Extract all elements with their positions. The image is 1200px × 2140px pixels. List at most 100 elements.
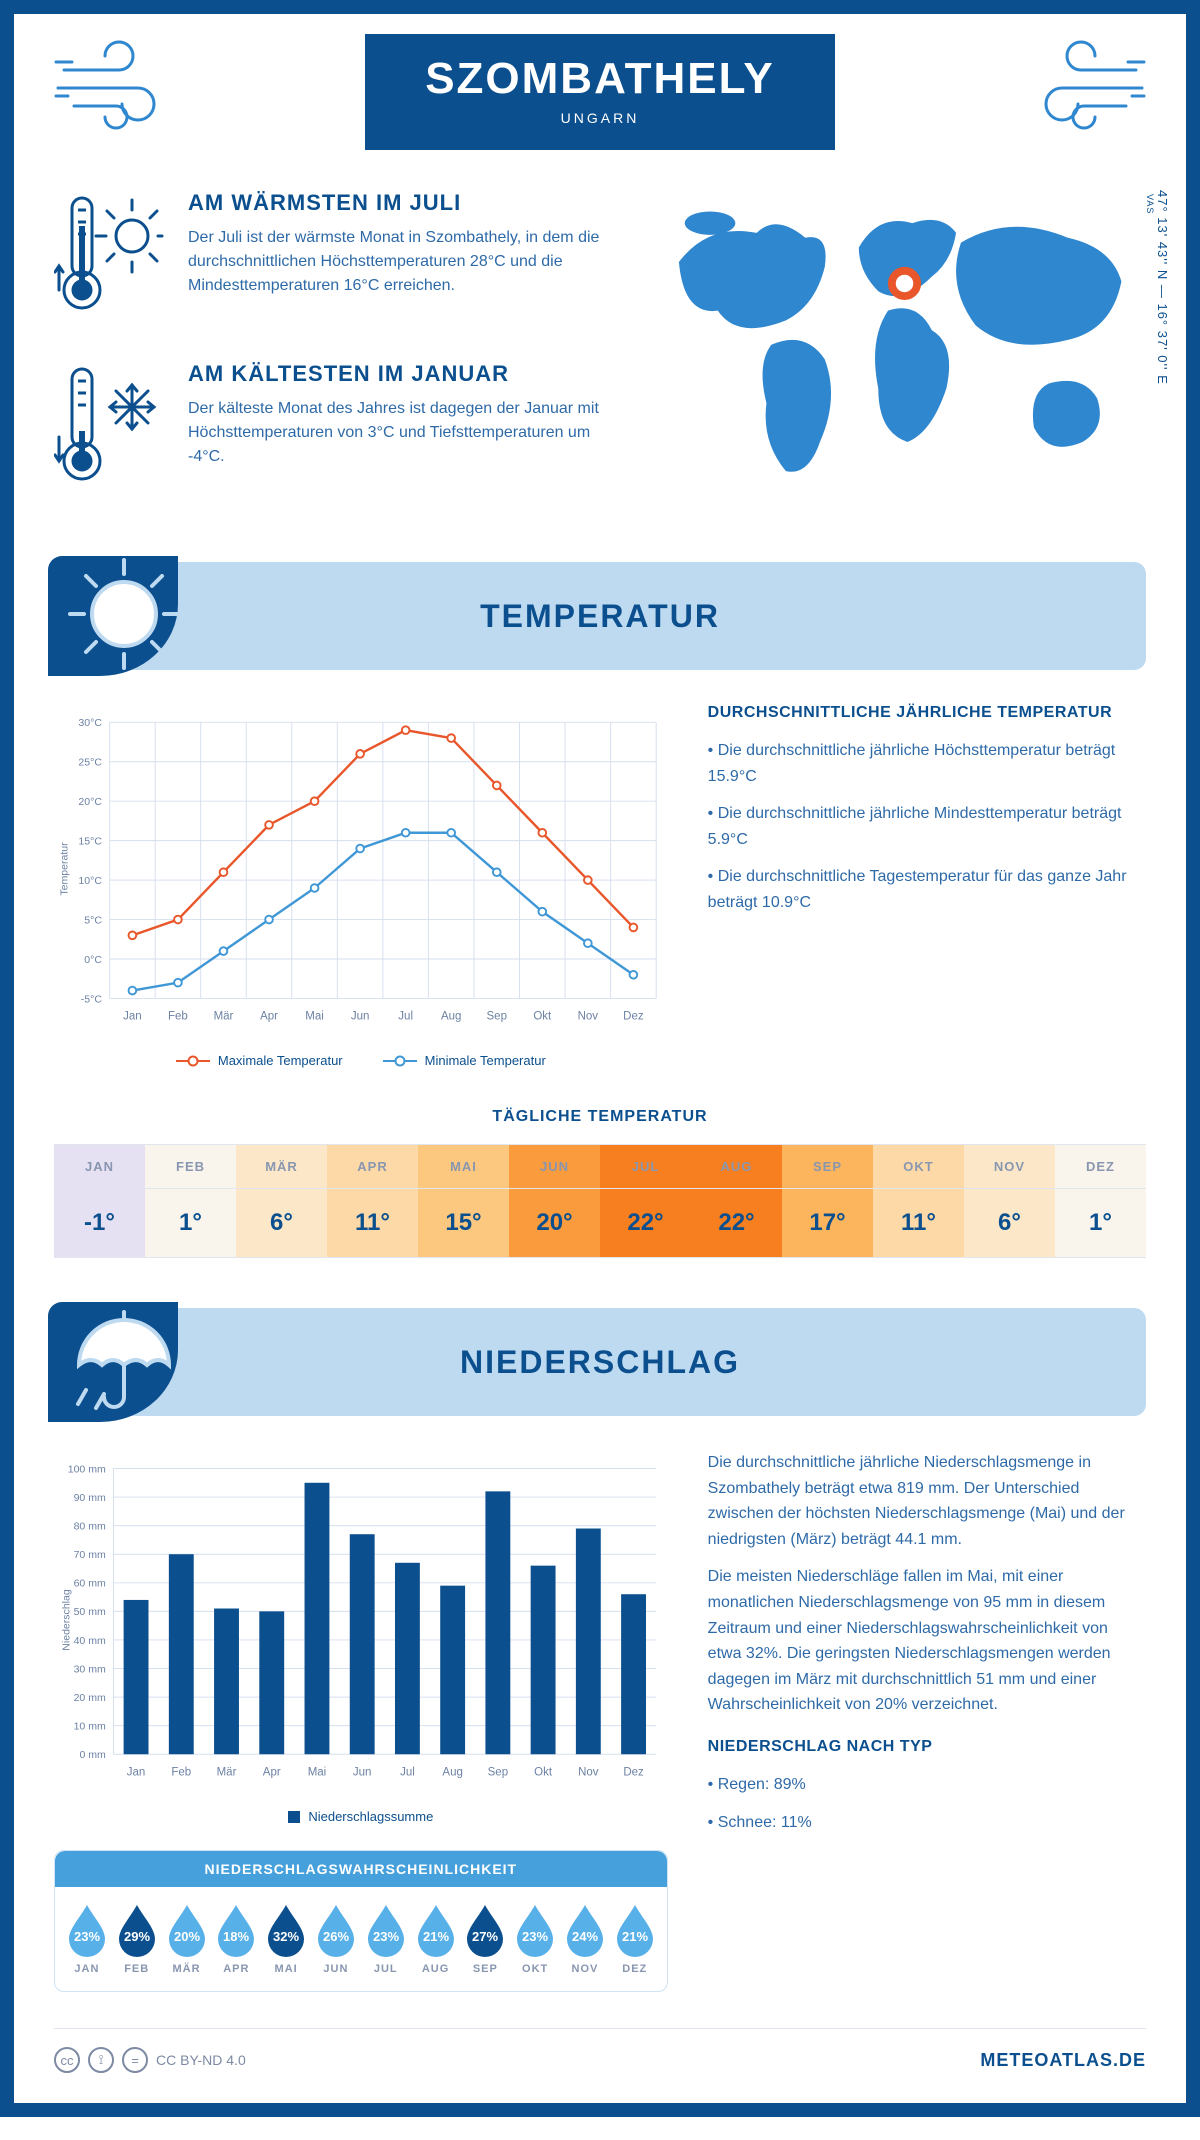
svg-text:29%: 29% (124, 1929, 150, 1944)
header: SZOMBATHELY UNGARN (14, 14, 1186, 150)
svg-text:27%: 27% (472, 1929, 498, 1944)
cc-icon: cc (54, 2047, 80, 2073)
section-title: NIEDERSCHLAG (460, 1344, 740, 1381)
prob-drop: 32%MAI (262, 1901, 310, 1975)
svg-text:-5°C: -5°C (81, 993, 103, 1005)
title-banner: SZOMBATHELY UNGARN (365, 34, 835, 150)
svg-text:50 mm: 50 mm (74, 1606, 106, 1618)
city-title: SZOMBATHELY (425, 54, 775, 104)
svg-text:15°C: 15°C (78, 835, 102, 847)
infographic-frame: SZOMBATHELY UNGARN AM WÄRMSTEN IM JULI D… (0, 0, 1200, 2117)
prob-drop: 24%NOV (561, 1901, 609, 1975)
prob-drop: 29%FEB (113, 1901, 161, 1975)
svg-text:25°C: 25°C (78, 757, 102, 769)
section-temperature-header: TEMPERATUR (54, 562, 1146, 670)
svg-text:20 mm: 20 mm (74, 1692, 106, 1704)
svg-text:20%: 20% (173, 1929, 199, 1944)
prob-drop: 26%JUN (312, 1901, 360, 1975)
svg-text:Dez: Dez (623, 1011, 644, 1023)
prob-drop: 23%JUL (362, 1901, 410, 1975)
svg-text:Aug: Aug (441, 1011, 461, 1023)
coordinates: 47° 13' 43'' N — 16° 37' 0'' EVAS (1145, 190, 1170, 385)
section-precip-header: NIEDERSCHLAG (54, 1308, 1146, 1416)
svg-text:Mär: Mär (217, 1766, 237, 1778)
temp-month-header: MAI (418, 1144, 509, 1189)
svg-text:10 mm: 10 mm (74, 1721, 106, 1733)
temp-month-value: 20° (509, 1189, 600, 1258)
svg-text:Sep: Sep (487, 1011, 507, 1023)
svg-text:90 mm: 90 mm (74, 1492, 106, 1504)
temp-bullet: • Die durchschnittliche Tagestemperatur … (708, 864, 1146, 915)
svg-text:21%: 21% (622, 1929, 648, 1944)
precip-type-title: NIEDERSCHLAG NACH TYP (708, 1738, 1146, 1756)
svg-text:21%: 21% (423, 1929, 449, 1944)
svg-text:Feb: Feb (168, 1011, 188, 1023)
wind-icon (1006, 40, 1146, 135)
precip-legend: Niederschlagssumme (54, 1809, 668, 1824)
fact-warmest: AM WÄRMSTEN IM JULI Der Juli ist der wär… (54, 190, 610, 325)
thermometer-sun-icon (54, 190, 164, 325)
prob-drop: 21%AUG (412, 1901, 460, 1975)
temp-month-value: 15° (418, 1189, 509, 1258)
umbrella-icon (64, 1300, 184, 1425)
svg-text:20°C: 20°C (78, 796, 102, 808)
temp-month-header: APR (327, 1144, 418, 1189)
wind-icon (54, 40, 194, 135)
svg-text:26%: 26% (323, 1929, 349, 1944)
temp-month-value: 6° (236, 1189, 327, 1258)
svg-text:Jun: Jun (351, 1011, 370, 1023)
temp-summary-title: DURCHSCHNITTLICHE JÄHRLICHE TEMPERATUR (708, 704, 1146, 722)
footer: cc ⟟ = CC BY-ND 4.0 METEOATLAS.DE (54, 2028, 1146, 2073)
svg-text:24%: 24% (572, 1929, 598, 1944)
intro-row: AM WÄRMSTEN IM JULI Der Juli ist der wär… (54, 190, 1146, 532)
temp-month-header: DEZ (1055, 1144, 1146, 1189)
sun-icon (64, 554, 184, 679)
svg-text:80 mm: 80 mm (74, 1520, 106, 1532)
svg-text:Mai: Mai (305, 1011, 324, 1023)
thermometer-snow-icon (54, 361, 164, 496)
precip-type: • Schnee: 11% (708, 1810, 1146, 1836)
by-icon: ⟟ (88, 2047, 114, 2073)
temp-month-header: JUN (509, 1144, 600, 1189)
svg-text:5°C: 5°C (84, 914, 102, 926)
svg-text:23%: 23% (522, 1929, 548, 1944)
temp-month-header: JUL (600, 1144, 691, 1189)
svg-text:Jan: Jan (127, 1766, 146, 1778)
precip-paragraph: Die meisten Niederschläge fallen im Mai,… (708, 1564, 1146, 1718)
svg-text:Nov: Nov (578, 1011, 599, 1023)
svg-text:Apr: Apr (263, 1766, 281, 1778)
temp-bullet: • Die durchschnittliche jährliche Höchst… (708, 738, 1146, 789)
svg-text:Jun: Jun (353, 1766, 372, 1778)
temp-month-header: AUG (691, 1144, 782, 1189)
precip-type: • Regen: 89% (708, 1772, 1146, 1798)
nd-icon: = (122, 2047, 148, 2073)
svg-text:Sep: Sep (488, 1766, 508, 1778)
svg-text:Okt: Okt (534, 1766, 553, 1778)
fact-warm-title: AM WÄRMSTEN IM JULI (188, 190, 610, 216)
brand: METEOATLAS.DE (980, 2050, 1146, 2071)
temp-bullet: • Die durchschnittliche jährliche Mindes… (708, 801, 1146, 852)
prob-drop: 23%JAN (63, 1901, 111, 1975)
svg-text:100 mm: 100 mm (68, 1463, 106, 1475)
temp-month-value: 6° (964, 1189, 1055, 1258)
temperature-line-chart: -5°C0°C5°C10°C15°C20°C25°C30°CJanFebMärA… (54, 704, 668, 1068)
daily-temp-title: TÄGLICHE TEMPERATUR (54, 1108, 1146, 1126)
svg-text:40 mm: 40 mm (74, 1635, 106, 1647)
precip-paragraph: Die durchschnittliche jährliche Niedersc… (708, 1450, 1146, 1552)
license: cc ⟟ = CC BY-ND 4.0 (54, 2047, 246, 2073)
svg-text:23%: 23% (74, 1929, 100, 1944)
svg-text:23%: 23% (373, 1929, 399, 1944)
prob-drop: 18%APR (212, 1901, 260, 1975)
svg-text:18%: 18% (223, 1929, 249, 1944)
svg-text:Jan: Jan (123, 1011, 142, 1023)
temp-month-value: 22° (600, 1189, 691, 1258)
svg-text:Okt: Okt (533, 1011, 552, 1023)
fact-cold-text: Der kälteste Monat des Jahres ist dagege… (188, 397, 610, 469)
svg-text:Nov: Nov (578, 1766, 599, 1778)
svg-text:60 mm: 60 mm (74, 1578, 106, 1590)
prob-drop: 23%OKT (511, 1901, 559, 1975)
temp-month-header: SEP (782, 1144, 873, 1189)
svg-text:Jul: Jul (398, 1011, 413, 1023)
temp-month-value: 1° (145, 1189, 236, 1258)
svg-text:30°C: 30°C (78, 717, 102, 729)
